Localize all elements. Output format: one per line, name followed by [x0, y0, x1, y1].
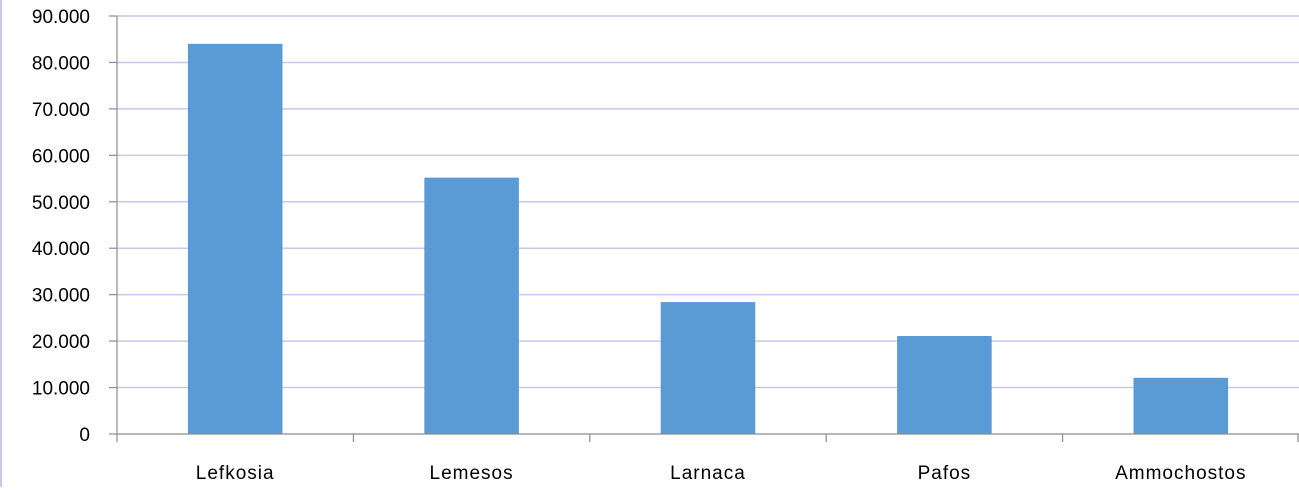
y-tick-label: 20.000	[32, 332, 90, 353]
x-tick-label: Lefkosia	[196, 463, 275, 484]
x-tick-label: Pafos	[918, 463, 972, 484]
y-tick-label: 80.000	[32, 53, 90, 74]
chart-left-border	[0, 0, 2, 487]
y-tick-label: 90.000	[32, 7, 90, 28]
y-tick-labels: 0 10.000 20.000 30.000 40.000 50.000 60.000 70.…	[32, 7, 90, 446]
x-tick-label: Lemesos	[430, 463, 514, 484]
y-tick-label: 10.000	[32, 379, 90, 400]
axes	[109, 15, 1299, 442]
y-tick-label: 0	[79, 425, 90, 446]
x-tick-label: Larnaca	[670, 463, 746, 484]
gridlines	[117, 15, 1299, 389]
y-tick-label: 40.000	[32, 239, 90, 260]
y-tick-label: 50.000	[32, 193, 90, 214]
y-tick-label: 30.000	[32, 286, 90, 307]
bar-pafos	[897, 336, 992, 434]
bar-lefkosia	[187, 43, 283, 434]
x-tick-label: Ammochostos	[1115, 463, 1246, 484]
bar-ammochostos	[1133, 377, 1229, 434]
y-tick-label: 70.000	[32, 100, 90, 121]
bar-lemesos	[424, 177, 519, 435]
bar-larnaca	[660, 302, 756, 434]
x-tick-labels: Lefkosia Lemesos Larnaca Pafos Ammochostos	[196, 463, 1246, 484]
bars	[187, 43, 1229, 435]
y-tick-label: 60.000	[32, 146, 90, 167]
